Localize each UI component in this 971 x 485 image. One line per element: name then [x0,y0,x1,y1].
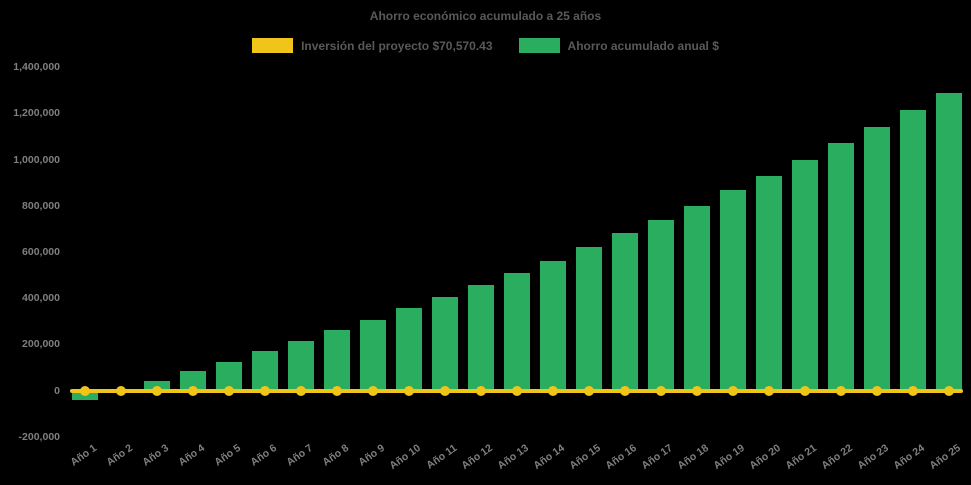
bar-year-16[interactable] [611,233,638,391]
line-marker-year-20[interactable] [763,385,774,396]
bar-year-6[interactable] [251,351,278,391]
x-axis-label-year-6: Año 6 [248,442,280,469]
bar-year-25[interactable] [935,92,962,391]
x-axis-label-year-24: Año 24 [891,442,928,472]
bar-year-22[interactable] [827,143,854,391]
bar-year-10[interactable] [395,308,422,391]
line-marker-year-3[interactable] [151,385,162,396]
line-marker-year-8[interactable] [331,385,342,396]
x-axis-label-year-3: Año 3 [140,442,172,469]
line-marker-year-6[interactable] [259,385,270,396]
legend-item-savings[interactable]: Ahorro acumulado anual $ [518,38,719,53]
line-marker-year-12[interactable] [475,385,486,396]
x-axis-label-year-21: Año 21 [783,442,820,472]
line-marker-year-19[interactable] [727,385,738,396]
x-axis-label-year-5: Año 5 [212,442,244,469]
bar-year-23[interactable] [863,127,890,391]
bar-year-4[interactable] [179,370,206,391]
legend-swatch-savings [518,38,560,53]
line-marker-year-4[interactable] [187,385,198,396]
line-marker-year-17[interactable] [655,385,666,396]
legend: Inversión del proyecto $70,570.43 Ahorro … [0,38,971,53]
line-marker-year-22[interactable] [835,385,846,396]
bar-year-9[interactable] [359,320,386,391]
line-marker-year-13[interactable] [511,385,522,396]
bar-year-20[interactable] [755,175,782,391]
bar-year-8[interactable] [323,330,350,391]
x-axis-label-year-11: Año 11 [424,442,460,472]
x-axis-label-year-8: Año 8 [320,442,352,469]
legend-label: Inversión del proyecto $70,570.43 [301,38,493,53]
line-marker-year-9[interactable] [367,385,378,396]
legend-item-investment[interactable]: Inversión del proyecto $70,570.43 [252,38,493,53]
line-marker-year-16[interactable] [619,385,630,396]
bar-year-19[interactable] [719,189,746,391]
line-marker-year-24[interactable] [907,385,918,396]
legend-swatch-investment [252,38,294,53]
x-axis-label-year-9: Año 9 [356,442,388,469]
bar-year-18[interactable] [683,205,710,391]
x-axis-label-year-10: Año 10 [387,442,424,472]
legend-label: Ahorro acumulado anual $ [567,38,719,53]
line-marker-year-14[interactable] [547,385,558,396]
line-marker-year-10[interactable] [403,385,414,396]
y-axis-tick-label: 1,400,000 [13,61,60,74]
bar-year-17[interactable] [647,219,674,391]
bar-year-14[interactable] [539,261,566,391]
x-axis-label-year-19: Año 19 [711,442,748,472]
line-marker-year-1[interactable] [79,385,90,396]
chart-title: Ahorro económico acumulado a 25 años [369,9,602,23]
bar-year-15[interactable] [575,247,602,391]
y-axis-tick-label: 400,000 [22,292,60,305]
x-axis-label-year-22: Año 22 [819,442,856,472]
bar-year-24[interactable] [899,109,926,391]
y-axis-tick-label: 600,000 [22,245,60,258]
x-axis-label-year-12: Año 12 [459,442,496,472]
y-axis-tick-label: 200,000 [22,338,60,351]
y-axis-tick-label: 1,000,000 [13,153,60,166]
y-axis-tick-label: 800,000 [22,199,60,212]
line-marker-year-2[interactable] [115,385,126,396]
x-axis-label-year-25: Año 25 [927,442,964,472]
line-marker-year-18[interactable] [691,385,702,396]
y-axis-tick-label: 1,200,000 [13,107,60,120]
x-axis-label-year-1: Año 1 [68,442,100,469]
line-marker-year-21[interactable] [799,385,810,396]
bar-year-11[interactable] [431,296,458,391]
x-axis-label-year-13: Año 13 [495,442,532,472]
bar-year-7[interactable] [287,340,314,391]
line-marker-year-11[interactable] [439,385,450,396]
y-axis-tick-label: 0 [54,384,60,397]
line-marker-year-15[interactable] [583,385,594,396]
x-axis-label-year-4: Año 4 [176,442,208,469]
x-axis-label-year-15: Año 15 [567,442,604,472]
y-axis-tick-label: -200,000 [18,430,60,443]
line-marker-year-7[interactable] [295,385,306,396]
x-axis-label-year-14: Año 14 [531,442,568,472]
x-axis-label-year-23: Año 23 [855,442,892,472]
x-axis-label-year-16: Año 16 [603,442,640,472]
x-axis-label-year-7: Año 7 [284,442,316,469]
x-axis-label-year-18: Año 18 [675,442,712,472]
bar-year-21[interactable] [791,159,818,391]
line-marker-year-5[interactable] [223,385,234,396]
x-axis-label-year-20: Año 20 [747,442,784,472]
bar-year-12[interactable] [467,285,494,391]
line-marker-year-23[interactable] [871,385,882,396]
x-axis-label-year-2: Año 2 [104,442,136,469]
x-axis-label-year-17: Año 17 [639,442,676,472]
line-marker-year-25[interactable] [943,385,954,396]
bar-year-13[interactable] [503,272,530,391]
